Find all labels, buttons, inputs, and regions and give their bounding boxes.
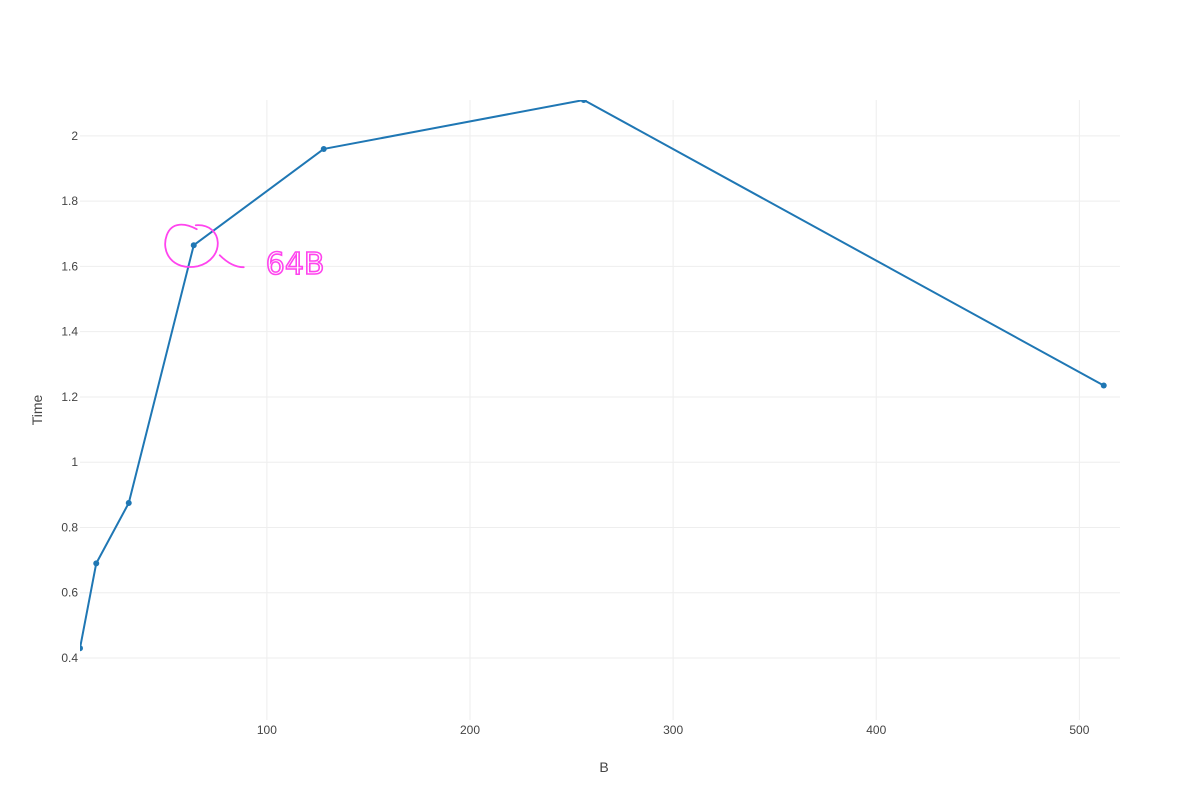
data-point — [190, 242, 197, 249]
data-point — [80, 645, 83, 652]
y-tick-label: 1.6 — [61, 259, 78, 273]
y-tick-label: 2 — [71, 129, 78, 143]
series-line — [80, 100, 1105, 649]
data-point — [320, 145, 327, 152]
data-point — [93, 560, 100, 567]
x-tick-label: 500 — [1069, 723, 1089, 737]
annotation-circle — [164, 223, 219, 268]
series-layer — [80, 100, 1107, 652]
x-tick-label: 400 — [866, 723, 886, 737]
data-point — [1100, 382, 1107, 389]
annotation-layer: 64B — [164, 223, 325, 283]
grid — [80, 100, 1120, 720]
y-tick-label: 1.2 — [61, 390, 78, 404]
y-axis-title: Time — [29, 394, 45, 425]
tick-labels: 100 200 300 400 500 0.4 0.6 0.8 1 1.2 1.4 1.6 1.8 2 — [61, 129, 1089, 737]
data-point — [580, 100, 587, 103]
y-tick-label: 0.6 — [61, 586, 78, 600]
y-tick-label: 1.4 — [61, 325, 78, 339]
annotation-label: 64B — [266, 247, 325, 282]
y-tick-label: 0.4 — [61, 651, 78, 665]
y-tick-label: 1 — [71, 455, 78, 469]
x-tick-label: 100 — [257, 723, 277, 737]
annotation-connector — [218, 254, 245, 269]
x-tick-label: 200 — [460, 723, 480, 737]
x-tick-label: 300 — [663, 723, 683, 737]
data-point — [125, 500, 132, 506]
y-tick-label: 0.8 — [61, 520, 78, 534]
y-tick-label: 1.8 — [61, 194, 78, 208]
x-axis-title: B — [599, 759, 608, 775]
